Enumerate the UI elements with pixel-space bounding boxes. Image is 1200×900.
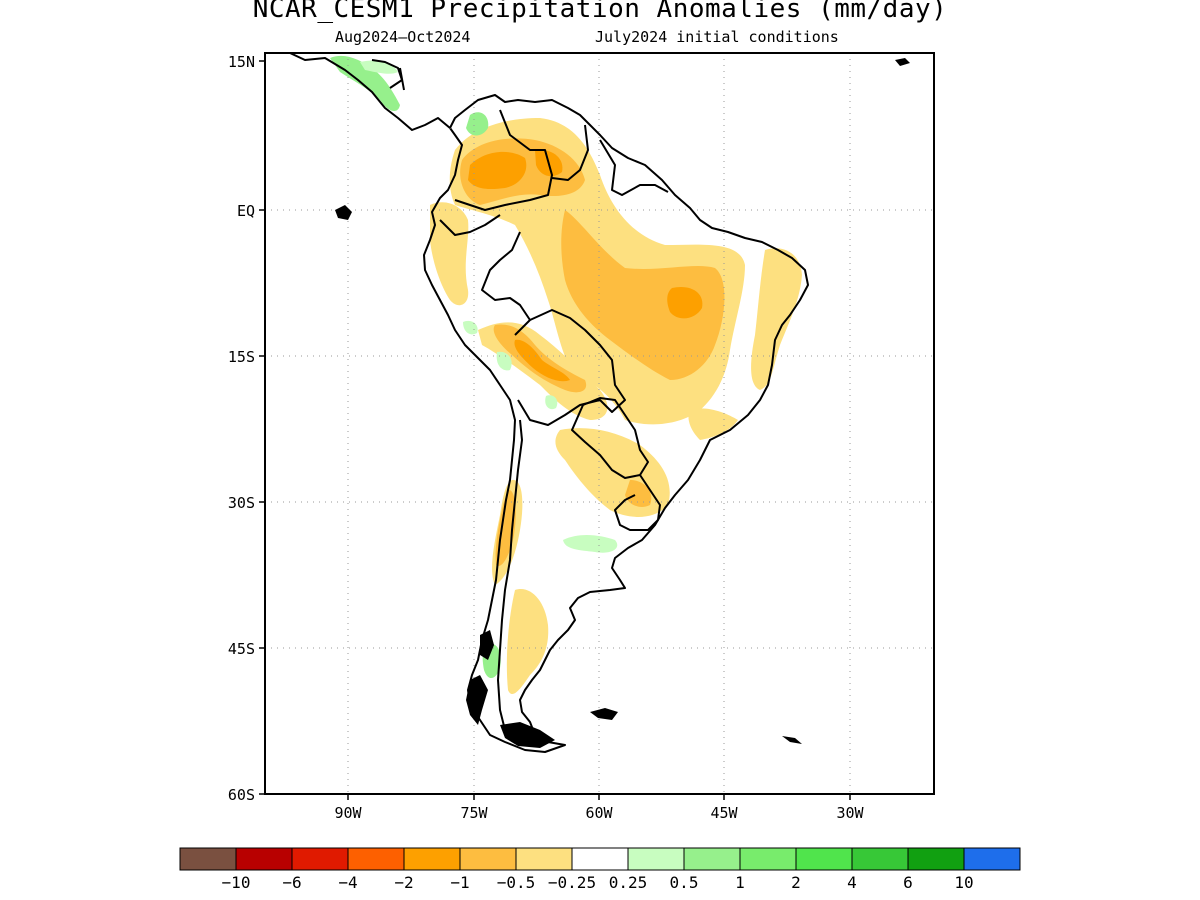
border-peru-brazil	[481, 231, 531, 321]
lat-tick-label: 15N	[228, 53, 255, 71]
colorbar-swatch	[907, 847, 965, 871]
anomaly-region-peru-wet2	[496, 351, 512, 371]
colorbar-swatch	[963, 847, 1021, 871]
colorbar-swatch	[291, 847, 349, 871]
border-colombia-venezuela	[454, 109, 553, 211]
colorbar-swatch	[683, 847, 741, 871]
colorbar-label: 4	[847, 873, 857, 892]
colorbar-swatch	[571, 847, 629, 871]
lon-tick-label: 45W	[710, 804, 738, 822]
longitude-axis: 90W 75W 60W 45W 30W	[334, 794, 865, 822]
anomaly-region-amazon-medium	[561, 210, 725, 380]
lon-tick-label: 90W	[334, 804, 362, 822]
anomaly-region-sebrazil-light	[688, 408, 738, 440]
chile-islands-north	[480, 630, 494, 660]
anomaly-region-bolivia-strong	[514, 339, 570, 382]
border-paraguay	[571, 397, 649, 479]
anomaly-region-argentina-wet	[563, 535, 618, 553]
colorbar-label: −1	[450, 873, 469, 892]
coastline-yucatan-cuba	[371, 59, 405, 91]
colorbar-label: 0.25	[609, 873, 648, 892]
border-argentina-brazil-uruguay	[614, 474, 661, 531]
colorbar-label: 0.5	[670, 873, 699, 892]
colorbar-swatch	[627, 847, 685, 871]
anomaly-region-uruguay-medium	[625, 480, 652, 507]
forecast-period: Aug2024–Oct2024	[335, 28, 471, 46]
colorbar-label: −0.5	[497, 873, 536, 892]
colorbar-label: 10	[954, 873, 973, 892]
colorbar-label: 6	[903, 873, 913, 892]
colorbar-swatch	[795, 847, 853, 871]
colorbar-swatch	[235, 847, 293, 871]
coastlines	[289, 53, 809, 753]
islands	[335, 58, 910, 748]
colorbar-label: −0.25	[548, 873, 596, 892]
colorbar-swatch	[179, 847, 237, 871]
chart-title: NCAR_CESM1 Precipitation Anomalies (mm/d…	[252, 0, 948, 24]
border-argentina-chile	[497, 419, 523, 731]
colorbar-swatch	[515, 847, 573, 871]
lat-tick-label: EQ	[237, 202, 255, 220]
tierra-del-fuego	[500, 722, 555, 748]
anomaly-region-bolivia-wet	[545, 395, 558, 410]
anomaly-region-central-america-wet	[330, 55, 400, 112]
colorbar-swatch	[347, 847, 405, 871]
falkland-islands	[590, 708, 618, 720]
anomaly-region-ecuador-light	[430, 202, 469, 306]
anomaly-field	[330, 55, 802, 695]
colorbar-swatch	[403, 847, 461, 871]
map-background	[265, 53, 934, 794]
lon-tick-label: 75W	[460, 804, 488, 822]
anomaly-region-colombia-wet	[466, 112, 489, 136]
colorbar-swatch	[739, 847, 797, 871]
caribbean-islands	[895, 58, 910, 66]
colorbar-label: −6	[282, 873, 301, 892]
colorbar-label: −10	[222, 873, 251, 892]
colorbar-swatch	[851, 847, 909, 871]
anomaly-region-nebrazil-light	[751, 248, 802, 390]
lat-tick-label: 30S	[228, 494, 255, 512]
latitude-axis: 15N EQ 15S 30S 45S 60S	[228, 53, 265, 804]
border-guianas	[599, 139, 669, 196]
lon-tick-label: 60W	[585, 804, 613, 822]
anomaly-region-colombia-strong	[468, 151, 527, 190]
lat-tick-label: 45S	[228, 640, 255, 658]
border-bolivia	[514, 309, 626, 426]
anomaly-region-peru-wet	[463, 320, 478, 335]
colorbar: −10 −6 −4 −2 −1 −0.5 −0.25 0.25 0.5 1 2 4 6 10	[179, 847, 1021, 892]
anomaly-region-brazil-strong	[667, 286, 703, 319]
initial-conditions: July2024 initial conditions	[595, 28, 839, 46]
colorbar-label: 2	[791, 873, 801, 892]
galapagos-islands	[335, 205, 352, 220]
colorbar-label: −4	[338, 873, 357, 892]
lon-tick-label: 30W	[836, 804, 864, 822]
border-venezuela-guyana	[551, 124, 589, 181]
colorbar-label: −2	[394, 873, 413, 892]
lat-tick-label: 60S	[228, 786, 255, 804]
colorbar-label: 1	[735, 873, 745, 892]
lat-tick-label: 15S	[228, 348, 255, 366]
coastline-central-america	[289, 53, 451, 131]
south-georgia	[782, 736, 802, 744]
colorbar-swatch	[459, 847, 517, 871]
border-peru-ecuador	[439, 214, 501, 236]
coastline-south-america	[423, 94, 809, 753]
chile-archipelago	[466, 675, 488, 725]
anomaly-region-patagonia-light	[506, 589, 549, 695]
